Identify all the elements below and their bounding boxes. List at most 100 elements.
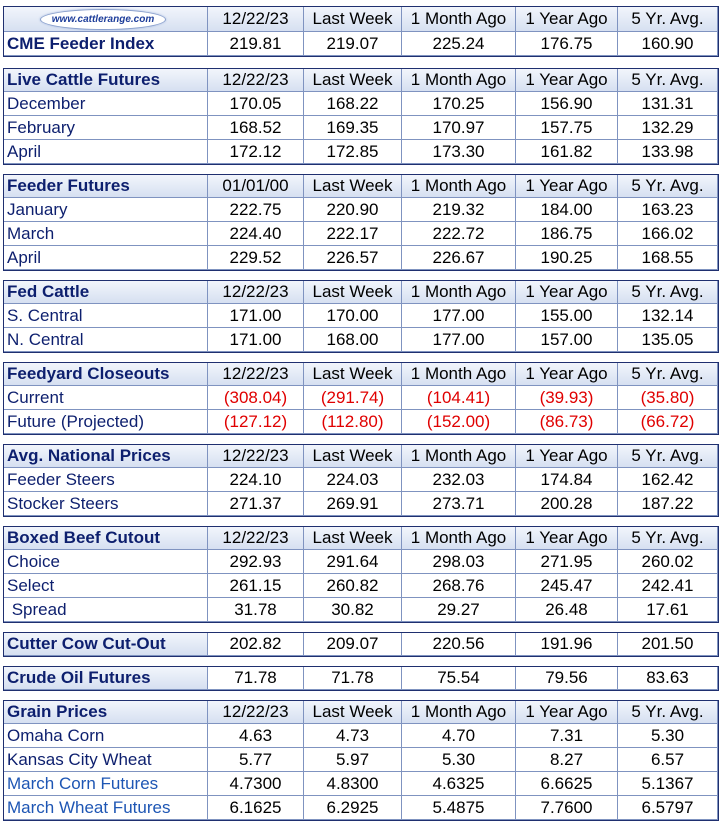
column-header: 12/22/23 (208, 700, 304, 724)
value: 186.75 (516, 222, 618, 246)
column-header: 1 Year Ago (516, 280, 618, 304)
value: 71.78 (304, 666, 402, 690)
value: 222.75 (208, 198, 304, 222)
value: 242.41 (618, 574, 718, 598)
column-header: Last Week (304, 174, 402, 198)
value: 170.97 (402, 116, 516, 140)
column-header: 1 Year Ago (516, 700, 618, 724)
section-title: Feedyard Closeouts (4, 362, 208, 386)
value: (152.00) (402, 410, 516, 434)
value: 220.90 (304, 198, 402, 222)
column-header: Last Week (304, 68, 402, 92)
value: 4.8300 (304, 772, 402, 796)
value: 6.6625 (516, 772, 618, 796)
column-header: 5 Yr. Avg. (618, 526, 718, 550)
value: 171.00 (208, 328, 304, 352)
column-header: 1 Year Ago (516, 526, 618, 550)
section-box (3, 526, 719, 623)
column-header: 12/22/23 (208, 526, 304, 550)
row-label: April (4, 140, 208, 164)
value: 232.03 (402, 468, 516, 492)
value: 5.97 (304, 748, 402, 772)
column-header: 1 Month Ago (402, 700, 516, 724)
section-box (3, 280, 719, 353)
value: 222.72 (402, 222, 516, 246)
column-header: 01/01/00 (208, 174, 304, 198)
value: 26.48 (516, 598, 618, 622)
value: 190.25 (516, 246, 618, 270)
column-header: 1 Year Ago (516, 444, 618, 468)
column-header: 1 Year Ago (516, 68, 618, 92)
row-label: Select (4, 574, 208, 598)
value: 6.5797 (618, 796, 718, 820)
section-box (3, 6, 719, 57)
value: 226.67 (402, 246, 516, 270)
row-label: Omaha Corn (4, 724, 208, 748)
value: 168.22 (304, 92, 402, 116)
section-title: Boxed Beef Cutout (4, 526, 208, 550)
value: (86.73) (516, 410, 618, 434)
value: 260.82 (304, 574, 402, 598)
section-box (3, 68, 719, 165)
value: 169.35 (304, 116, 402, 140)
value: 75.54 (402, 666, 516, 690)
value: 157.00 (516, 328, 618, 352)
value: 79.56 (516, 666, 618, 690)
value: 273.71 (402, 492, 516, 516)
column-header: 5 Yr. Avg. (618, 700, 718, 724)
row-label: Feeder Steers (4, 468, 208, 492)
value: 298.03 (402, 550, 516, 574)
value: 224.10 (208, 468, 304, 492)
value: 176.75 (516, 32, 618, 56)
row-label: March Corn Futures (4, 772, 208, 796)
row-label: Kansas City Wheat (4, 748, 208, 772)
value: 8.27 (516, 748, 618, 772)
value: 6.2925 (304, 796, 402, 820)
value: 83.63 (618, 666, 718, 690)
value: 291.64 (304, 550, 402, 574)
value: 7.31 (516, 724, 618, 748)
value: 170.00 (304, 304, 402, 328)
section-box (3, 362, 719, 435)
value: 5.4875 (402, 796, 516, 820)
value: 160.90 (618, 32, 718, 56)
value: 191.96 (516, 632, 618, 656)
value: 156.90 (516, 92, 618, 116)
row-label: February (4, 116, 208, 140)
column-header: Last Week (304, 700, 402, 724)
value: 172.12 (208, 140, 304, 164)
value: 6.57 (618, 748, 718, 772)
value: 135.05 (618, 328, 718, 352)
value: 6.1625 (208, 796, 304, 820)
value: 224.40 (208, 222, 304, 246)
section-title: Feeder Futures (4, 174, 208, 198)
value: 268.76 (402, 574, 516, 598)
value: 222.17 (304, 222, 402, 246)
section-title: Live Cattle Futures (4, 68, 208, 92)
column-header: 1 Year Ago (516, 174, 618, 198)
column-header: Last Week (304, 444, 402, 468)
section-box (3, 632, 719, 657)
value: 229.52 (208, 246, 304, 270)
value: 29.27 (402, 598, 516, 622)
section-title: Cutter Cow Cut-Out (4, 632, 208, 656)
section-box (3, 666, 719, 691)
column-header: 5 Yr. Avg. (618, 174, 718, 198)
column-header: 5 Yr. Avg. (618, 6, 718, 32)
value: 5.1367 (618, 772, 718, 796)
section-title: Fed Cattle (4, 280, 208, 304)
value: 5.30 (402, 748, 516, 772)
value: 224.03 (304, 468, 402, 492)
value: 271.37 (208, 492, 304, 516)
value: 4.6325 (402, 772, 516, 796)
value: 7.7600 (516, 796, 618, 820)
column-header: 5 Yr. Avg. (618, 444, 718, 468)
value: 163.23 (618, 198, 718, 222)
column-header: 1 Year Ago (516, 362, 618, 386)
value: 219.07 (304, 32, 402, 56)
row-label: Spread (4, 598, 208, 622)
column-header: 5 Yr. Avg. (618, 68, 718, 92)
value: 4.70 (402, 724, 516, 748)
section-title: Grain Prices (4, 700, 208, 724)
